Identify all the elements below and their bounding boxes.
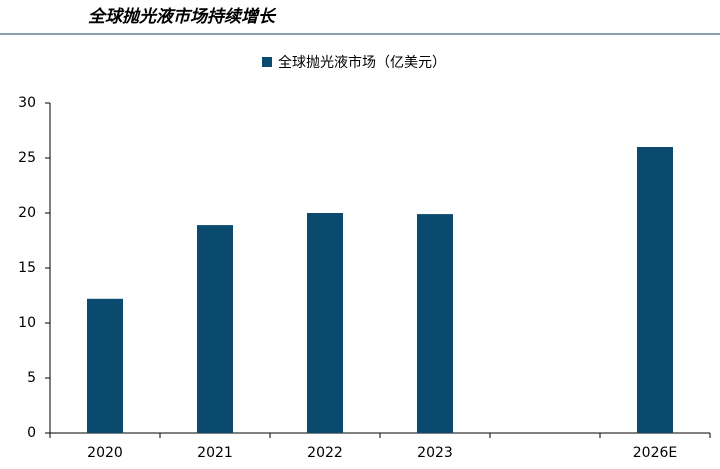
legend-label: 全球抛光液市场（亿美元）: [278, 54, 446, 71]
bar: [417, 214, 453, 433]
bar: [637, 147, 673, 433]
x-tick-label: 2021: [197, 445, 233, 461]
y-tick-label: 10: [18, 315, 36, 331]
y-tick-label: 15: [18, 260, 36, 276]
bar: [87, 298, 123, 433]
y-tick-label: 20: [18, 205, 36, 221]
legend-swatch: [262, 57, 272, 67]
x-tick-label: 2026E: [633, 445, 677, 461]
y-tick-label: 30: [18, 95, 36, 111]
y-tick-label: 5: [27, 370, 36, 386]
bar: [197, 225, 233, 433]
x-tick-label: 2023: [417, 445, 453, 461]
x-tick-label: 2022: [307, 445, 343, 461]
y-tick-label: 0: [27, 425, 36, 441]
x-tick-label: 2020: [87, 445, 123, 461]
bar: [307, 213, 343, 433]
y-tick-label: 25: [18, 150, 36, 166]
chart-title: 全球抛光液市场持续增长: [88, 7, 277, 27]
